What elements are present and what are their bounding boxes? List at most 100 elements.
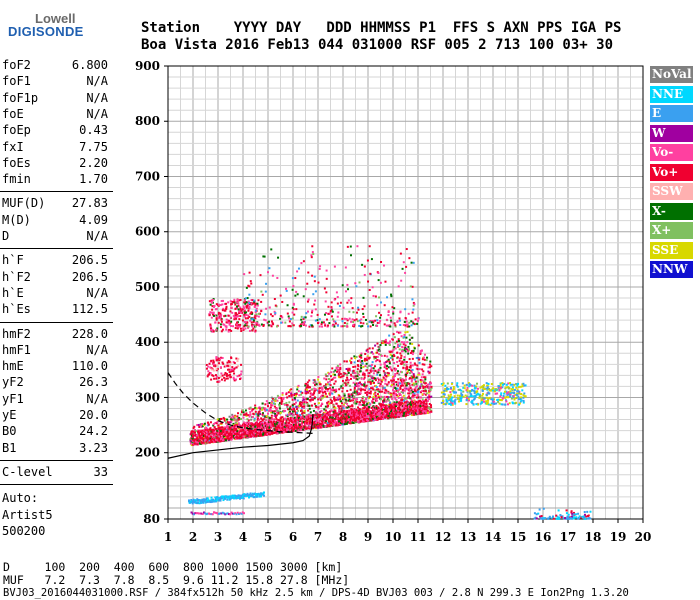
echo-point <box>243 307 246 310</box>
echo-point <box>417 411 419 414</box>
echo-point <box>331 367 334 370</box>
echo-point <box>240 417 243 420</box>
echo-point <box>300 404 303 407</box>
echo-point <box>379 344 382 347</box>
echo-point <box>214 314 217 317</box>
echo-point <box>423 392 426 395</box>
echo-point <box>376 358 379 361</box>
echo-point <box>198 434 201 437</box>
echo-point <box>386 398 389 401</box>
echo-point <box>401 390 404 393</box>
echo-point <box>386 406 388 409</box>
echo-point <box>370 351 373 354</box>
echo-point <box>327 400 330 403</box>
echo-point <box>257 431 260 434</box>
echo-point <box>214 496 217 499</box>
echo-point <box>205 513 208 516</box>
echo-point <box>418 412 421 415</box>
x-tick-label: 13 <box>460 530 477 544</box>
echo-point <box>360 388 363 391</box>
echo-point <box>404 331 407 334</box>
echo-point <box>228 323 231 326</box>
echo-point <box>290 416 293 419</box>
echo-point <box>411 400 414 403</box>
echo-point <box>249 411 252 414</box>
echo-point <box>404 384 407 387</box>
echo-point <box>294 416 296 419</box>
echo-point <box>314 380 317 383</box>
echo-point <box>418 357 421 360</box>
echo-point <box>379 353 382 356</box>
echo-point <box>417 373 420 376</box>
echo-point <box>296 412 299 415</box>
echo-point <box>424 408 426 411</box>
echo-point <box>339 396 342 399</box>
echo-point <box>247 300 250 303</box>
echo-point <box>306 420 309 423</box>
param-value: 110.0 <box>71 359 108 374</box>
echo-point <box>215 328 218 331</box>
echo-point <box>279 411 282 414</box>
echo-point <box>227 428 230 431</box>
echo-point <box>377 416 379 419</box>
echo-point <box>380 354 383 357</box>
echo-point <box>375 388 378 391</box>
echo-point <box>324 395 327 398</box>
echo-point <box>214 511 217 514</box>
echo-point <box>210 496 213 499</box>
echo-point <box>249 427 251 430</box>
echo-point <box>405 361 408 364</box>
echo-point <box>337 416 340 419</box>
echo-point <box>429 360 432 363</box>
echo-point <box>403 389 406 392</box>
y-tick-label: 80 <box>143 512 160 526</box>
echo-point <box>374 379 377 382</box>
echo-point <box>387 416 390 419</box>
echo-point <box>240 494 243 497</box>
echo-point <box>343 398 346 401</box>
echo-point <box>395 416 398 419</box>
echo-point <box>381 385 384 388</box>
echo-point <box>234 512 237 515</box>
echo-point <box>303 415 306 418</box>
echo-point <box>379 410 382 413</box>
echo-point <box>224 433 226 436</box>
echo-point <box>196 443 199 446</box>
echo-point <box>314 415 316 418</box>
echo-point <box>190 431 193 434</box>
echo-point <box>197 501 199 504</box>
echo-point <box>357 406 360 409</box>
echo-point <box>389 412 391 415</box>
echo-point <box>376 399 379 402</box>
echo-point <box>403 358 406 361</box>
echo-point <box>352 421 355 424</box>
echo-point <box>337 414 339 417</box>
echo-point <box>234 424 237 427</box>
echo-point <box>230 416 233 419</box>
echo-point <box>369 364 372 367</box>
echo-point <box>304 390 307 393</box>
param-value: 3.23 <box>79 440 108 455</box>
echo-point <box>418 372 421 375</box>
echo-point <box>346 374 349 377</box>
echo-point <box>199 439 202 442</box>
echo-point <box>361 362 364 365</box>
echo-point <box>430 410 433 413</box>
echo-point <box>397 364 400 367</box>
echo-point <box>325 375 328 378</box>
echo-point <box>313 397 316 400</box>
echo-point <box>407 350 410 353</box>
echo-point <box>342 419 345 422</box>
echo-point <box>402 414 405 417</box>
echo-point <box>404 401 406 404</box>
echo-point <box>227 495 230 498</box>
echo-point <box>375 411 377 414</box>
echo-point <box>295 392 298 395</box>
echo-point <box>403 411 406 414</box>
param-label: h`F <box>2 253 24 268</box>
echo-point <box>276 426 279 429</box>
echo-point <box>423 410 426 413</box>
echo-point <box>380 380 383 383</box>
echo-point <box>342 410 345 413</box>
echo-point <box>276 399 279 402</box>
